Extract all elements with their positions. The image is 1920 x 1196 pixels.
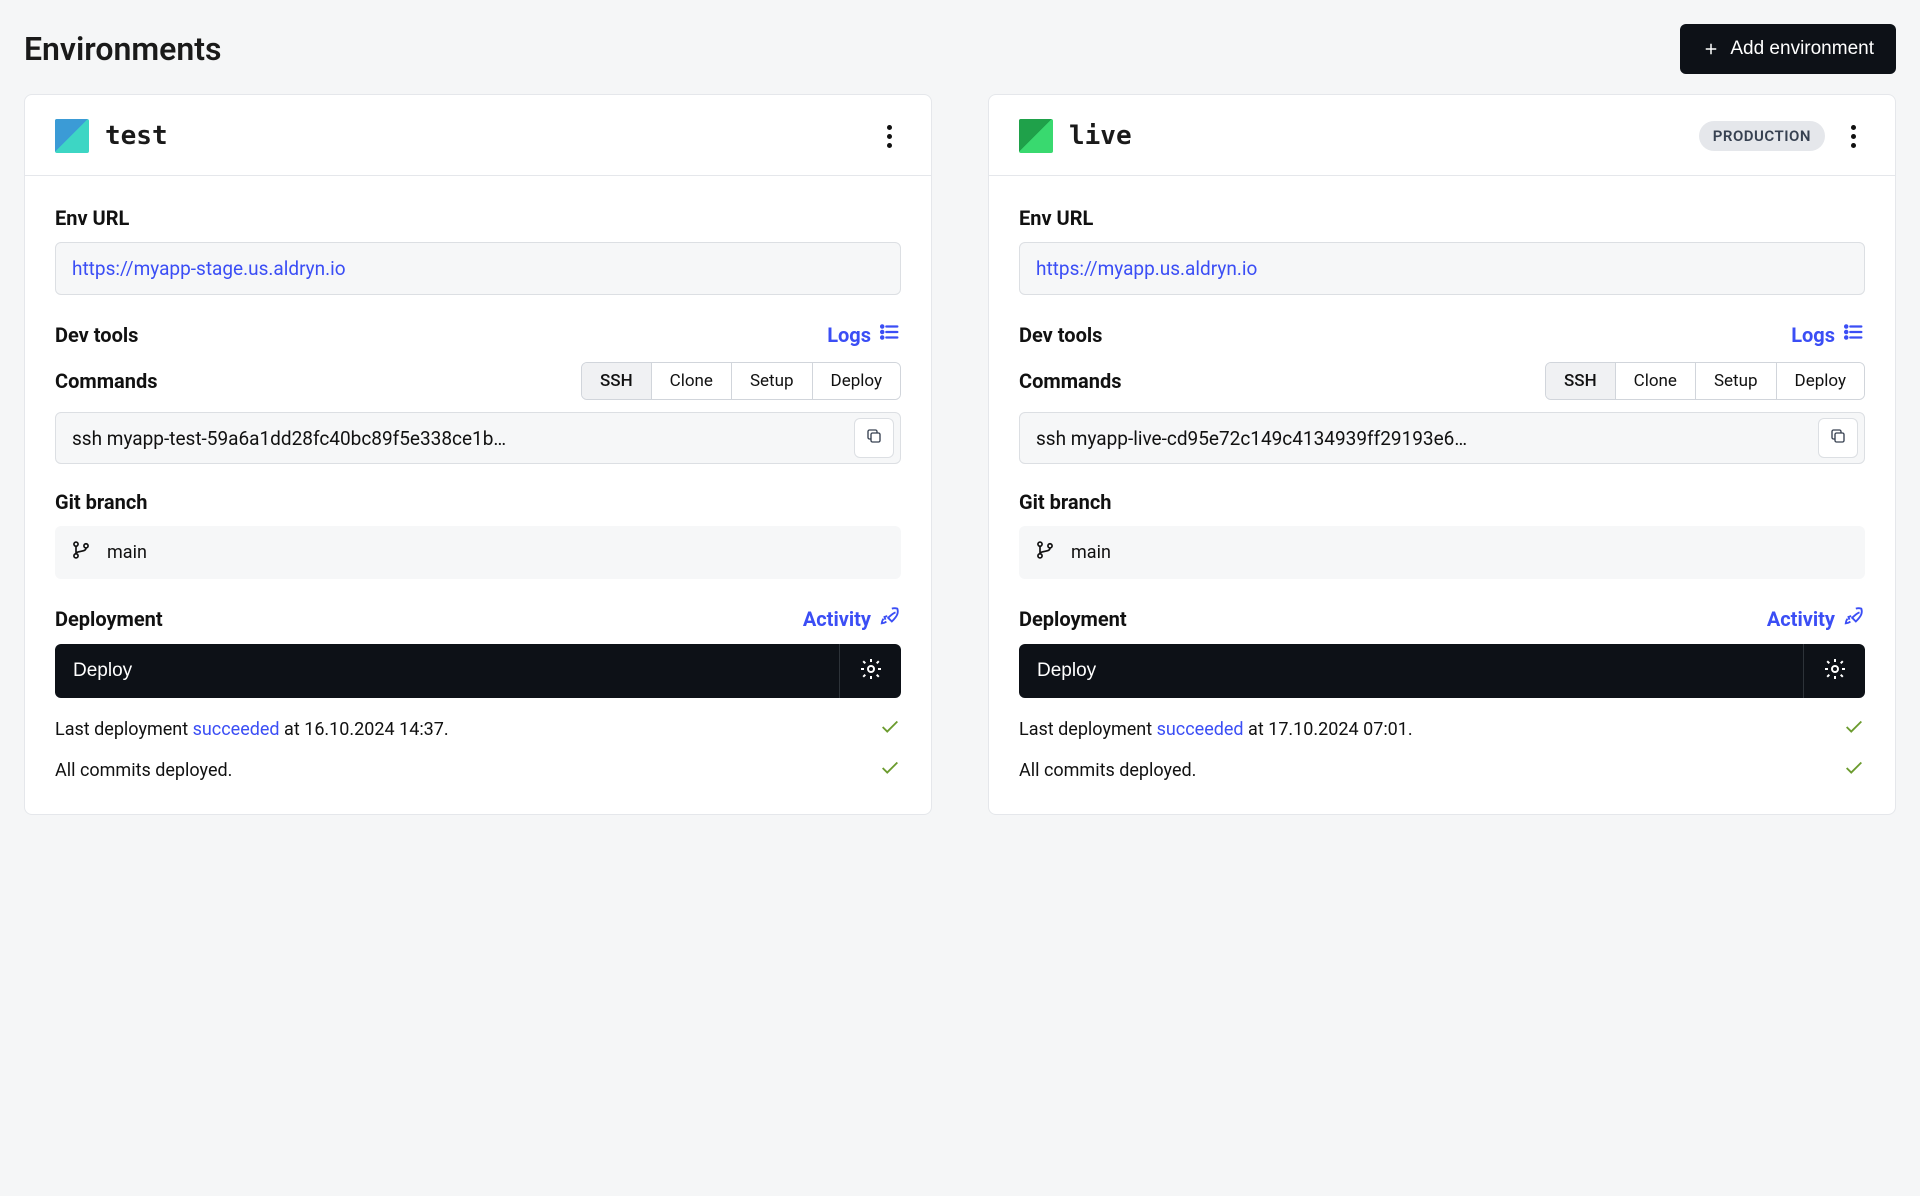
env-url-link[interactable]: https://myapp.us.aldryn.io [1036, 257, 1257, 280]
activity-link[interactable]: Activity [803, 605, 901, 632]
add-environment-button[interactable]: Add environment [1680, 24, 1896, 74]
branch-name: main [107, 542, 147, 563]
deploy-settings-button[interactable] [1803, 644, 1865, 698]
list-icon [879, 321, 901, 348]
rocket-icon [879, 605, 901, 632]
logs-link[interactable]: Logs [827, 321, 901, 348]
env-url-box: https://myapp.us.aldryn.io [1019, 242, 1865, 295]
tab-ssh[interactable]: SSH [1546, 363, 1616, 399]
env-url-label: Env URL [1019, 206, 1865, 230]
kebab-menu[interactable] [1841, 121, 1865, 152]
tab-ssh[interactable]: SSH [582, 363, 652, 399]
environment-card-live: live PRODUCTION Env URL https://myapp.us… [988, 94, 1896, 815]
copy-icon [865, 427, 883, 449]
command-text: ssh myapp-live-cd95e72c149c4134939ff2919… [1036, 427, 1818, 450]
dev-tools-label: Dev tools [1019, 323, 1102, 347]
succeeded-link[interactable]: succeeded [1157, 719, 1244, 740]
command-tabs: SSH Clone Setup Deploy [1545, 362, 1865, 400]
deployment-label: Deployment [1019, 607, 1127, 631]
branch-icon [1035, 540, 1055, 565]
copy-button[interactable] [1818, 418, 1858, 458]
env-url-label: Env URL [55, 206, 901, 230]
all-commits-text: All commits deployed. [55, 760, 232, 781]
branch-name: main [1071, 542, 1111, 563]
check-icon [879, 757, 901, 784]
last-deployment-text: Last deployment succeeded at 16.10.2024 … [55, 719, 449, 740]
environment-name: test [105, 121, 861, 151]
tab-deploy[interactable]: Deploy [813, 363, 900, 399]
page-title: Environments [24, 30, 221, 68]
branch-icon [71, 540, 91, 565]
deploy-settings-button[interactable] [839, 644, 901, 698]
tab-setup[interactable]: Setup [1696, 363, 1777, 399]
deployment-label: Deployment [55, 607, 163, 631]
plus-icon [1702, 40, 1720, 58]
deploy-button[interactable]: Deploy [1019, 644, 1803, 698]
gear-icon [1823, 657, 1847, 685]
commands-label: Commands [1019, 369, 1121, 393]
check-icon [1843, 757, 1865, 784]
copy-button[interactable] [854, 418, 894, 458]
tab-clone[interactable]: Clone [1616, 363, 1696, 399]
last-deployment-text: Last deployment succeeded at 17.10.2024 … [1019, 719, 1413, 740]
tab-clone[interactable]: Clone [652, 363, 732, 399]
deploy-button[interactable]: Deploy [55, 644, 839, 698]
activity-label: Activity [1767, 607, 1835, 631]
activity-label: Activity [803, 607, 871, 631]
rocket-icon [1843, 605, 1865, 632]
command-text: ssh myapp-test-59a6a1dd28fc40bc89f5e338c… [72, 427, 854, 450]
git-branch-box: main [1019, 526, 1865, 579]
all-commits-text: All commits deployed. [1019, 760, 1196, 781]
kebab-menu[interactable] [877, 121, 901, 152]
check-icon [1843, 716, 1865, 743]
env-url-link[interactable]: https://myapp-stage.us.aldryn.io [72, 257, 346, 280]
environment-icon [1019, 119, 1053, 153]
add-environment-label: Add environment [1730, 38, 1874, 60]
tab-deploy[interactable]: Deploy [1777, 363, 1864, 399]
production-badge: PRODUCTION [1699, 121, 1825, 151]
commands-label: Commands [55, 369, 157, 393]
command-tabs: SSH Clone Setup Deploy [581, 362, 901, 400]
environment-card-test: test Env URL https://myapp-stage.us.aldr… [24, 94, 932, 815]
succeeded-link[interactable]: succeeded [193, 719, 280, 740]
git-branch-label: Git branch [1019, 490, 1865, 514]
logs-label: Logs [1791, 323, 1835, 347]
environment-icon [55, 119, 89, 153]
gear-icon [859, 657, 883, 685]
dev-tools-label: Dev tools [55, 323, 138, 347]
logs-link[interactable]: Logs [1791, 321, 1865, 348]
copy-icon [1829, 427, 1847, 449]
list-icon [1843, 321, 1865, 348]
env-url-box: https://myapp-stage.us.aldryn.io [55, 242, 901, 295]
logs-label: Logs [827, 323, 871, 347]
tab-setup[interactable]: Setup [732, 363, 813, 399]
git-branch-box: main [55, 526, 901, 579]
activity-link[interactable]: Activity [1767, 605, 1865, 632]
check-icon [879, 716, 901, 743]
git-branch-label: Git branch [55, 490, 901, 514]
environment-name: live [1069, 121, 1683, 151]
